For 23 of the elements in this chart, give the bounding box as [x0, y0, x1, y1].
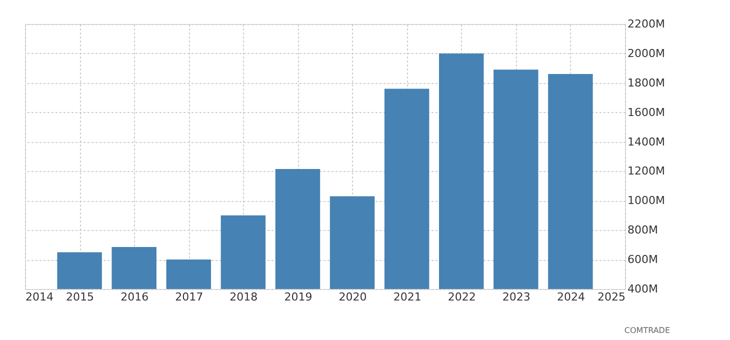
y-tick-label: 600M [628, 253, 658, 266]
y-tick-label: 1200M [628, 164, 665, 178]
y-tick-label: 1800M [628, 76, 665, 90]
x-tick-label: 2016 [120, 290, 149, 304]
x-tick-label: 2015 [66, 290, 94, 304]
text: COMTRADE [624, 326, 670, 335]
x-tick-label: 2022 [448, 290, 476, 304]
x-tick-label: 2020 [338, 290, 367, 304]
x-tick-label: 2025 [598, 290, 626, 304]
y-tick-label: 2000M [628, 46, 665, 60]
x-tick-label: 2021 [393, 290, 422, 304]
y-tick-label: 1000M [628, 194, 665, 208]
y-tick-label: 1400M [628, 135, 665, 148]
x-tick-label: 2014 [26, 290, 54, 304]
y-tick-label: 400M [628, 282, 658, 296]
y-tick-label: 800M [628, 224, 658, 237]
x-tick-label: 2023 [502, 290, 530, 304]
y-tick-label: 2200M [628, 18, 665, 30]
x-tick-label: 2019 [284, 290, 312, 304]
y-tick-label: 1600M [628, 106, 665, 119]
x-tick-label: 2018 [230, 290, 258, 304]
x-tick-label: 2024 [556, 290, 585, 304]
x-tick-label: 2017 [175, 290, 204, 304]
